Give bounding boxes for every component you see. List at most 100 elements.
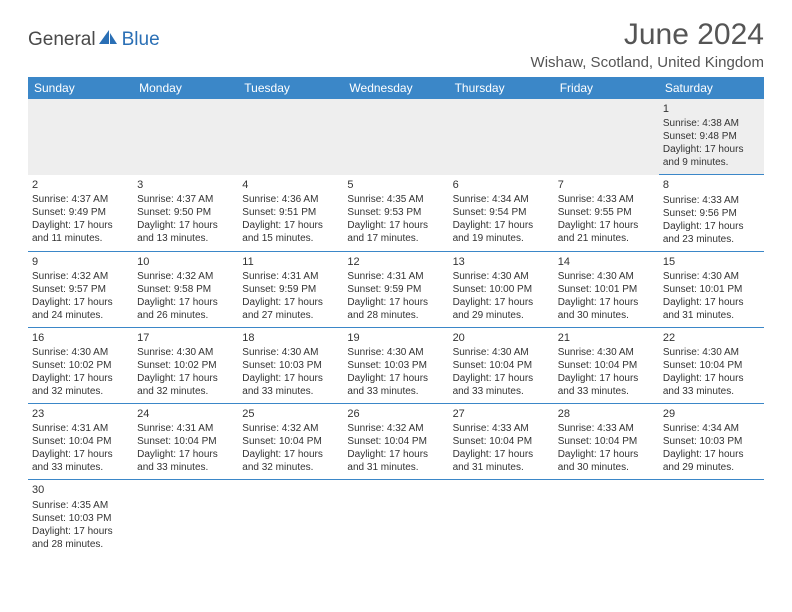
calendar-cell: [28, 99, 133, 175]
sunset-line: Sunset: 10:04 PM: [32, 435, 129, 448]
calendar-row: 2Sunrise: 4:37 AMSunset: 9:49 PMDaylight…: [28, 175, 764, 251]
sunset-line: Sunset: 10:03 PM: [663, 435, 760, 448]
daylight-line: Daylight: 17 hours and 28 minutes.: [32, 525, 129, 551]
calendar-row: 1Sunrise: 4:38 AMSunset: 9:48 PMDaylight…: [28, 99, 764, 175]
day-number: 3: [137, 178, 234, 192]
calendar-cell: 11Sunrise: 4:31 AMSunset: 9:59 PMDayligh…: [238, 251, 343, 327]
day-header-row: SundayMondayTuesdayWednesdayThursdayFrid…: [28, 77, 764, 99]
sunset-line: Sunset: 10:03 PM: [32, 512, 129, 525]
day-number: 24: [137, 407, 234, 421]
calendar-cell: 7Sunrise: 4:33 AMSunset: 9:55 PMDaylight…: [554, 175, 659, 251]
calendar-body: 1Sunrise: 4:38 AMSunset: 9:48 PMDaylight…: [28, 99, 764, 556]
sunset-line: Sunset: 10:04 PM: [453, 359, 550, 372]
daylight-line: Daylight: 17 hours and 11 minutes.: [32, 219, 129, 245]
daylight-line: Daylight: 17 hours and 32 minutes.: [32, 372, 129, 398]
daylight-line: Daylight: 17 hours and 33 minutes.: [558, 372, 655, 398]
month-title: June 2024: [531, 18, 764, 52]
daylight-line: Daylight: 17 hours and 17 minutes.: [347, 219, 444, 245]
calendar-page: General Blue June 2024 Wishaw, Scotland,…: [0, 0, 792, 574]
daylight-line: Daylight: 17 hours and 28 minutes.: [347, 296, 444, 322]
sunrise-line: Sunrise: 4:33 AM: [558, 193, 655, 206]
sunrise-line: Sunrise: 4:34 AM: [663, 422, 760, 435]
day-number: 4: [242, 178, 339, 192]
sunrise-line: Sunrise: 4:32 AM: [242, 422, 339, 435]
sunset-line: Sunset: 9:58 PM: [137, 283, 234, 296]
sunset-line: Sunset: 10:01 PM: [558, 283, 655, 296]
location: Wishaw, Scotland, United Kingdom: [531, 54, 764, 71]
calendar-cell: 28Sunrise: 4:33 AMSunset: 10:04 PMDaylig…: [554, 404, 659, 480]
day-number: 11: [242, 255, 339, 269]
sunset-line: Sunset: 9:53 PM: [347, 206, 444, 219]
day-header: Monday: [133, 77, 238, 99]
day-number: 12: [347, 255, 444, 269]
sunset-line: Sunset: 9:55 PM: [558, 206, 655, 219]
sunset-line: Sunset: 10:04 PM: [453, 435, 550, 448]
calendar-row: 30Sunrise: 4:35 AMSunset: 10:03 PMDaylig…: [28, 480, 764, 556]
sunrise-line: Sunrise: 4:30 AM: [453, 270, 550, 283]
daylight-line: Daylight: 17 hours and 33 minutes.: [663, 372, 760, 398]
daylight-line: Daylight: 17 hours and 33 minutes.: [32, 448, 129, 474]
sunrise-line: Sunrise: 4:31 AM: [137, 422, 234, 435]
daylight-line: Daylight: 17 hours and 31 minutes.: [347, 448, 444, 474]
calendar-cell: [133, 99, 238, 175]
sunrise-line: Sunrise: 4:35 AM: [347, 193, 444, 206]
sunset-line: Sunset: 9:59 PM: [242, 283, 339, 296]
sunset-line: Sunset: 10:03 PM: [242, 359, 339, 372]
day-number: 29: [663, 407, 760, 421]
sunrise-line: Sunrise: 4:38 AM: [663, 117, 760, 130]
sunrise-line: Sunrise: 4:37 AM: [32, 193, 129, 206]
sunset-line: Sunset: 10:04 PM: [558, 435, 655, 448]
sail-icon: [97, 28, 119, 51]
calendar-row: 16Sunrise: 4:30 AMSunset: 10:02 PMDaylig…: [28, 327, 764, 403]
sunrise-line: Sunrise: 4:36 AM: [242, 193, 339, 206]
sunrise-line: Sunrise: 4:32 AM: [32, 270, 129, 283]
calendar-cell: 6Sunrise: 4:34 AMSunset: 9:54 PMDaylight…: [449, 175, 554, 251]
calendar-cell: [449, 480, 554, 556]
calendar-cell: 17Sunrise: 4:30 AMSunset: 10:02 PMDaylig…: [133, 327, 238, 403]
logo-text-general: General: [28, 29, 96, 51]
calendar-row: 23Sunrise: 4:31 AMSunset: 10:04 PMDaylig…: [28, 404, 764, 480]
daylight-line: Daylight: 17 hours and 30 minutes.: [558, 448, 655, 474]
day-number: 18: [242, 331, 339, 345]
title-block: June 2024 Wishaw, Scotland, United Kingd…: [531, 18, 764, 71]
daylight-line: Daylight: 17 hours and 24 minutes.: [32, 296, 129, 322]
calendar-cell: 8Sunrise: 4:33 AMSunset: 9:56 PMDaylight…: [659, 175, 764, 251]
calendar-cell: 15Sunrise: 4:30 AMSunset: 10:01 PMDaylig…: [659, 251, 764, 327]
calendar-cell: 27Sunrise: 4:33 AMSunset: 10:04 PMDaylig…: [449, 404, 554, 480]
calendar-cell: [133, 480, 238, 556]
daylight-line: Daylight: 17 hours and 19 minutes.: [453, 219, 550, 245]
calendar-cell: 3Sunrise: 4:37 AMSunset: 9:50 PMDaylight…: [133, 175, 238, 251]
day-header: Friday: [554, 77, 659, 99]
day-header: Thursday: [449, 77, 554, 99]
sunrise-line: Sunrise: 4:31 AM: [347, 270, 444, 283]
calendar-cell: 20Sunrise: 4:30 AMSunset: 10:04 PMDaylig…: [449, 327, 554, 403]
calendar-cell: 4Sunrise: 4:36 AMSunset: 9:51 PMDaylight…: [238, 175, 343, 251]
calendar-cell: 1Sunrise: 4:38 AMSunset: 9:48 PMDaylight…: [659, 99, 764, 175]
daylight-line: Daylight: 17 hours and 21 minutes.: [558, 219, 655, 245]
day-number: 25: [242, 407, 339, 421]
calendar-cell: [659, 480, 764, 556]
sunset-line: Sunset: 10:04 PM: [558, 359, 655, 372]
calendar-cell: 10Sunrise: 4:32 AMSunset: 9:58 PMDayligh…: [133, 251, 238, 327]
calendar-cell: 25Sunrise: 4:32 AMSunset: 10:04 PMDaylig…: [238, 404, 343, 480]
calendar-cell: 2Sunrise: 4:37 AMSunset: 9:49 PMDaylight…: [28, 175, 133, 251]
day-header: Saturday: [659, 77, 764, 99]
day-number: 13: [453, 255, 550, 269]
day-number: 16: [32, 331, 129, 345]
sunset-line: Sunset: 9:54 PM: [453, 206, 550, 219]
calendar-cell: [343, 480, 448, 556]
day-number: 30: [32, 483, 129, 497]
sunrise-line: Sunrise: 4:33 AM: [453, 422, 550, 435]
sunrise-line: Sunrise: 4:30 AM: [453, 346, 550, 359]
calendar-cell: 9Sunrise: 4:32 AMSunset: 9:57 PMDaylight…: [28, 251, 133, 327]
day-number: 20: [453, 331, 550, 345]
calendar-cell: 30Sunrise: 4:35 AMSunset: 10:03 PMDaylig…: [28, 480, 133, 556]
calendar-row: 9Sunrise: 4:32 AMSunset: 9:57 PMDaylight…: [28, 251, 764, 327]
calendar-cell: [238, 480, 343, 556]
calendar-cell: 5Sunrise: 4:35 AMSunset: 9:53 PMDaylight…: [343, 175, 448, 251]
day-number: 5: [347, 178, 444, 192]
calendar-cell: 13Sunrise: 4:30 AMSunset: 10:00 PMDaylig…: [449, 251, 554, 327]
day-number: 22: [663, 331, 760, 345]
sunset-line: Sunset: 10:02 PM: [137, 359, 234, 372]
daylight-line: Daylight: 17 hours and 32 minutes.: [137, 372, 234, 398]
